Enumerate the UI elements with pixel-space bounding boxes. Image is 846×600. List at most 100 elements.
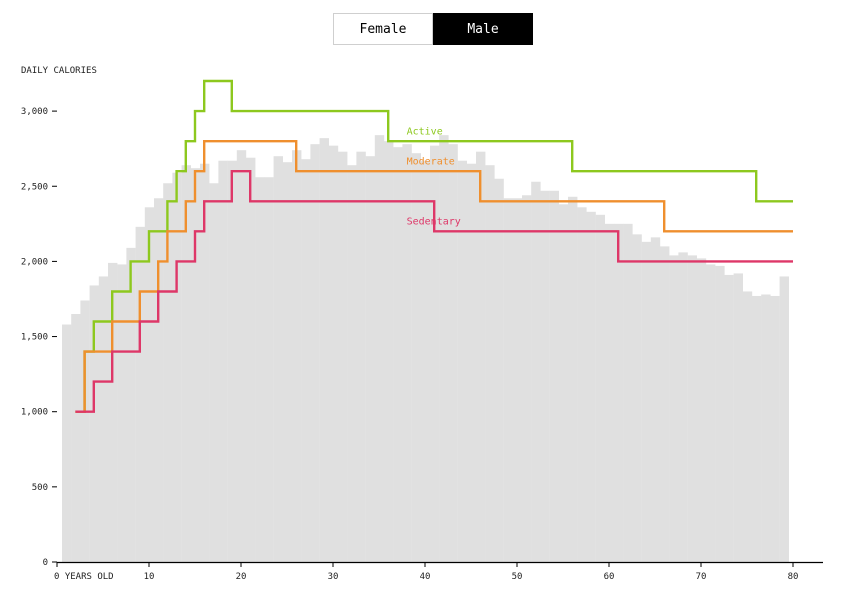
histogram-bar-age-68 — [678, 252, 688, 562]
histogram-bar-age-19 — [227, 160, 237, 562]
histogram-bar-age-25 — [282, 162, 293, 562]
x-tick-label-60: 60 — [604, 572, 615, 582]
histogram-bar-age-23 — [264, 177, 274, 563]
histogram-bar-age-48 — [494, 178, 504, 563]
histogram-bar-age-27 — [301, 159, 311, 562]
histogram-bar-age-63 — [632, 234, 642, 562]
histogram-bar-age-40 — [420, 160, 431, 562]
chart-axes: 0 500 1,000 1,500 2,000 2,500 3,000 0 YEARS OLD… — [21, 107, 823, 582]
x-tick-label-10: 10 — [144, 572, 155, 582]
y-tick-label-1000: 1,000 — [21, 408, 48, 418]
histogram-bar-age-32 — [347, 165, 357, 562]
population-histogram — [62, 135, 789, 563]
histogram-bar-age-45 — [466, 163, 477, 562]
histogram-bar-age-51 — [522, 195, 532, 562]
histogram-bar-age-41 — [430, 145, 440, 563]
histogram-bar-age-49 — [503, 198, 513, 562]
histogram-bar-age-37 — [393, 147, 403, 563]
histogram-bar-age-26 — [292, 150, 302, 562]
histogram-bar-age-71 — [706, 264, 716, 562]
histogram-bar-age-61 — [614, 223, 624, 562]
histogram-bar-age-44 — [457, 160, 467, 562]
histogram-bar-age-53 — [540, 190, 550, 562]
histogram-bar-age-73 — [724, 274, 734, 562]
histogram-bar-age-42 — [439, 135, 449, 562]
histogram-bar-age-30 — [328, 145, 339, 563]
y-axis-label: DAILY CALORIES — [21, 66, 97, 76]
histogram-bar-age-46 — [476, 151, 486, 562]
x-tick-label-0: 0 YEARS OLD — [54, 572, 114, 582]
histogram-bar-age-47 — [485, 165, 495, 562]
y-tick-label-500: 500 — [32, 483, 48, 493]
histogram-bar-age-2 — [71, 314, 81, 562]
histogram-bar-age-24 — [273, 156, 283, 562]
x-tick-label-50: 50 — [512, 572, 523, 582]
histogram-bar-age-55 — [558, 204, 569, 563]
gender-toggle: Female Male — [333, 13, 533, 45]
series-label-active: Active — [407, 126, 443, 137]
x-tick-label-40: 40 — [420, 572, 431, 582]
histogram-bar-age-60 — [604, 223, 615, 562]
histogram-bar-age-1 — [62, 324, 72, 562]
histogram-bar-age-35 — [374, 135, 385, 562]
histogram-bar-age-79 — [779, 276, 789, 562]
histogram-bar-age-78 — [770, 295, 780, 562]
histogram-bar-age-65 — [650, 237, 661, 562]
y-tick-label-1500: 1,500 — [21, 333, 48, 343]
y-tick-label-0: 0 — [43, 558, 48, 568]
histogram-bar-age-74 — [733, 273, 743, 562]
series-line-moderate — [75, 140, 793, 413]
histogram-bar-age-59 — [595, 214, 605, 562]
histogram-bar-age-39 — [411, 153, 421, 562]
female-button[interactable]: Female — [333, 13, 433, 45]
histogram-bar-age-76 — [752, 295, 762, 562]
histogram-bar-age-75 — [742, 291, 753, 562]
x-tick-label-30: 30 — [328, 572, 339, 582]
histogram-bar-age-33 — [356, 151, 366, 562]
histogram-bar-age-31 — [338, 151, 348, 562]
histogram-bar-age-7 — [117, 264, 127, 562]
histogram-bar-age-38 — [402, 144, 412, 563]
histogram-bar-age-29 — [319, 138, 329, 562]
x-tick-label-70: 70 — [696, 572, 707, 582]
histogram-bar-age-9 — [135, 226, 145, 562]
histogram-bar-age-17 — [209, 183, 219, 563]
histogram-bar-age-43 — [448, 144, 458, 563]
series-label-sedentary: Sedentary — [407, 217, 461, 228]
histogram-bar-age-16 — [200, 163, 210, 562]
x-tick-label-20: 20 — [236, 572, 247, 582]
histogram-bar-age-70 — [696, 258, 707, 562]
histogram-bar-age-21 — [246, 157, 256, 562]
histogram-bar-age-10 — [144, 207, 155, 563]
histogram-bar-age-6 — [108, 262, 118, 562]
series-label-moderate: Moderate — [407, 157, 455, 168]
series-line-sedentary — [75, 170, 793, 413]
histogram-bar-age-50 — [512, 198, 523, 562]
histogram-bar-age-66 — [660, 246, 670, 562]
histogram-bar-age-64 — [641, 241, 651, 563]
histogram-bar-age-69 — [687, 255, 697, 562]
histogram-bar-age-62 — [623, 223, 633, 562]
y-tick-label-3000: 3,000 — [21, 107, 48, 117]
histogram-bar-age-4 — [89, 285, 99, 562]
histogram-bar-age-22 — [255, 177, 265, 563]
histogram-bar-age-5 — [98, 276, 109, 562]
histogram-bar-age-20 — [236, 150, 247, 562]
histogram-bar-age-54 — [549, 190, 559, 562]
histogram-bar-age-11 — [154, 198, 164, 562]
histogram-bar-age-58 — [586, 211, 596, 563]
histogram-bar-age-56 — [568, 196, 578, 562]
histogram-bar-age-52 — [531, 181, 541, 563]
histogram-bar-age-36 — [384, 141, 394, 562]
histogram-bar-age-28 — [310, 144, 320, 563]
histogram-bar-age-18 — [218, 160, 228, 562]
male-button[interactable]: Male — [433, 13, 533, 45]
histogram-bar-age-72 — [715, 265, 725, 562]
y-tick-label-2000: 2,000 — [21, 257, 48, 267]
calorie-series: Active Moderate Sedentary — [75, 79, 793, 413]
y-tick-label-2500: 2,500 — [21, 182, 48, 192]
histogram-bar-age-8 — [126, 247, 136, 562]
histogram-bar-age-57 — [577, 207, 587, 563]
histogram-bar-age-34 — [365, 156, 375, 562]
